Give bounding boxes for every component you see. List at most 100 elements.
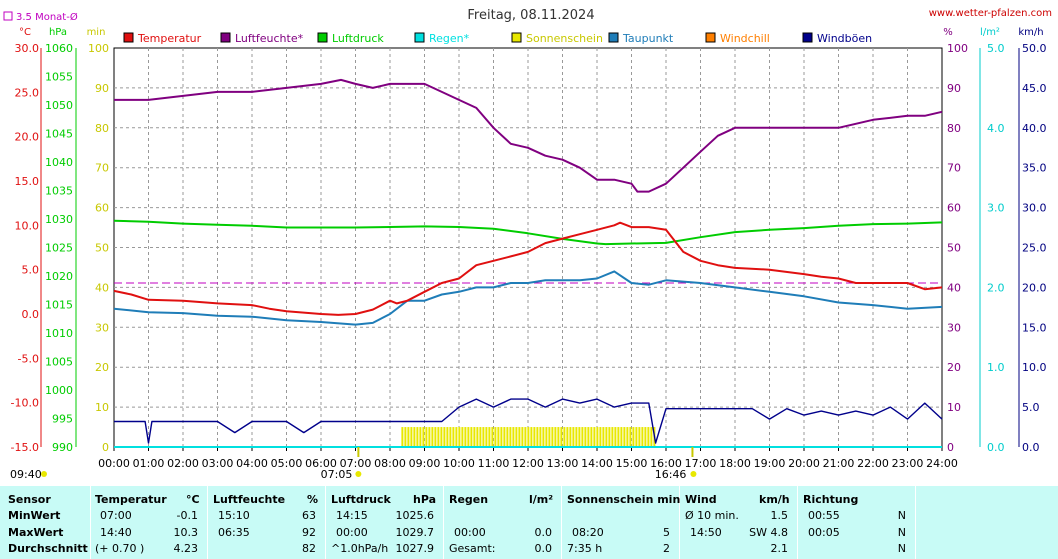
humidity-tick-label: 0: [947, 441, 954, 454]
stats-header-sunshine: Sonnenschein min: [567, 493, 681, 506]
x-tick-label: 09:00: [409, 457, 441, 470]
pressure-tick-label: 1030: [45, 213, 73, 226]
temp-tick-label: 10.0: [15, 219, 40, 232]
pressure-tick-label: 1050: [45, 99, 73, 112]
legend-swatch: [705, 32, 716, 43]
stats-hum-time: 15:10: [218, 509, 250, 522]
clock-sun-icon: [41, 471, 47, 477]
sunshine-bar: [635, 427, 638, 447]
sunshine-bar: [494, 427, 497, 447]
x-tick-label: 02:00: [167, 457, 199, 470]
sunshine-bar: [491, 427, 494, 447]
sunshine-bar: [581, 427, 584, 447]
pressure-tick-label: 990: [52, 441, 73, 454]
pressure-tick-label: 995: [52, 413, 73, 426]
x-tick-label: 00:00: [98, 457, 130, 470]
sunshine-bar: [458, 427, 461, 447]
sunshine-bar: [590, 427, 593, 447]
sunshine-bar: [626, 427, 629, 447]
humidity-tick-label: 90: [947, 82, 961, 95]
x-tick-label: 14:00: [581, 457, 613, 470]
sunshine-bar: [425, 427, 428, 447]
sunshine-bar: [596, 427, 599, 447]
wind-tick-label: 30.0: [1022, 202, 1047, 215]
legend-label: Luftdruck: [332, 32, 384, 45]
humidity-tick-label: 70: [947, 162, 961, 175]
stats-dir-time: 00:55: [808, 509, 840, 522]
stats-press-value: 1025.6: [395, 509, 435, 522]
sunshine-bar: [611, 427, 614, 447]
stats-press-time: ^1.0hPa/h: [331, 542, 389, 555]
pressure-tick-label: 1020: [45, 270, 73, 283]
sunshine-bar: [524, 427, 527, 447]
x-tick-label: 15:00: [616, 457, 648, 470]
stats-header-pressure: Luftdruck: [331, 493, 391, 506]
sunshine-bar: [512, 427, 515, 447]
sunshine-bar: [479, 427, 482, 447]
stats-dir-time: 00:05: [808, 526, 840, 539]
x-tick-label: 21:00: [823, 457, 855, 470]
humidity-tick-label: 40: [947, 281, 961, 294]
sun-tick-label: 30: [95, 321, 109, 334]
sunshine-bar: [419, 427, 422, 447]
sunshine-bar: [617, 427, 620, 447]
stats-sun-time: 7:35 h: [567, 542, 603, 555]
legend-swatch: [317, 32, 328, 43]
stats-dir-value: N: [897, 509, 906, 522]
stats-header-humidity-unit: %: [307, 493, 319, 506]
x-tick-label: 01:00: [133, 457, 165, 470]
stats-separator: [915, 486, 916, 559]
sunshine-bar: [575, 427, 578, 447]
temp-tick-label: -10.0: [11, 397, 39, 410]
sunshine-bar: [503, 427, 506, 447]
rain-tick-label: 2.0: [987, 281, 1005, 294]
avg-legend-label: 3.5 Monat-Ø: [16, 11, 78, 23]
sunshine-bar: [650, 427, 653, 447]
sun-unit-label: min: [87, 27, 106, 38]
sunshine-bar: [554, 427, 557, 447]
stats-temp-value: 10.3: [173, 526, 199, 539]
legend-swatch: [802, 32, 813, 43]
stats-press-time: 00:00: [336, 526, 368, 539]
x-tick-label: 13:00: [547, 457, 579, 470]
series-luftdruck: [113, 219, 943, 246]
stats-dir-value: N: [897, 526, 906, 539]
bottom-clock: 09:40: [10, 468, 42, 481]
legend-label: Windchill: [720, 32, 770, 45]
wind-tick-label: 0.0: [1022, 441, 1040, 454]
stats-hum-value: 82: [302, 542, 316, 555]
sunshine-bar: [500, 427, 503, 447]
sunshine-bar: [416, 427, 419, 447]
rain-tick-label: 5.0: [987, 42, 1005, 55]
sunshine-bar: [521, 427, 524, 447]
x-tick-label: 03:00: [202, 457, 234, 470]
stats-press-time: 14:15: [336, 509, 368, 522]
series-luftfeuchte: [114, 78, 943, 193]
rain-tick-label: 3.0: [987, 202, 1005, 215]
legend-swatch: [511, 32, 522, 43]
sunshine-bar: [605, 427, 608, 447]
stats-header-rain-unit: l/m²: [529, 493, 554, 506]
stats-hum-time: 06:35: [218, 526, 250, 539]
sunshine-bar: [455, 427, 458, 447]
stats-temp-time: 14:40: [100, 526, 132, 539]
stats-sun-value: 2: [663, 542, 670, 555]
humidity-tick-label: 30: [947, 321, 961, 334]
sunrise-label: 07:05: [321, 468, 353, 481]
legend-swatch: [220, 32, 231, 43]
pressure-tick-label: 1015: [45, 299, 73, 312]
stats-header-temperature: Temperatur: [95, 493, 167, 506]
x-tick-label: 11:00: [478, 457, 510, 470]
legend-swatch: [608, 32, 619, 43]
sun-tick-label: 100: [88, 42, 109, 55]
stats-row-label: MaxWert: [8, 526, 64, 539]
x-tick-label: 24:00: [926, 457, 958, 470]
humidity-tick-label: 50: [947, 242, 961, 255]
x-tick-label: 05:00: [271, 457, 303, 470]
wind-tick-label: 20.0: [1022, 281, 1047, 294]
temp-unit-label: °C: [19, 27, 31, 38]
stats-rain-value: 0.0: [534, 542, 553, 555]
stats-hum-value: 92: [302, 526, 316, 539]
site-link[interactable]: www.wetter-pfalzen.com: [929, 8, 1052, 19]
temp-tick-label: 30.0: [15, 42, 40, 55]
